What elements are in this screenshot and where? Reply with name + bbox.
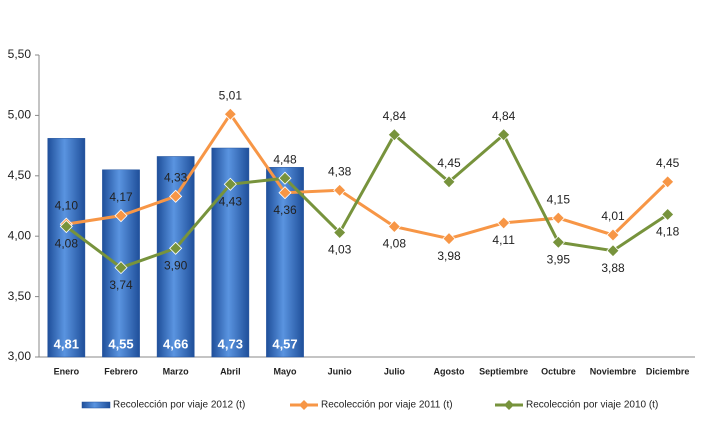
data-label: 3,74 [109,278,133,292]
line [65,132,669,270]
marker [606,228,620,242]
bar-label: 4,73 [218,336,243,351]
x-tick-label: Enero [54,366,80,376]
data-label: 4,10 [55,198,79,212]
marker [387,219,401,234]
marker [442,175,456,189]
x-tick-label: Julio [384,366,406,376]
y-tick-label: 5,00 [8,108,32,122]
x-tick-label: Junio [328,366,353,376]
bar [156,156,195,358]
data-label: 3,88 [601,261,625,275]
data-label: 4,01 [601,209,625,223]
data-label: 3,90 [164,258,188,272]
marker [551,211,565,225]
marker [278,186,292,200]
data-label: 5,01 [219,88,243,102]
data-label: 4,33 [164,171,188,185]
marker [497,128,511,142]
y-tick-label: 3,00 [8,349,32,363]
marker [169,189,183,203]
marker [333,183,347,197]
bar [47,138,86,358]
y-tick-label: 5,50 [8,47,32,61]
data-label: 4,11 [492,233,515,247]
marker [661,207,675,222]
data-label: 4,38 [328,164,352,178]
x-tick-label: Octubre [541,366,576,376]
data-label: 4,84 [492,109,516,123]
data-label: 4,15 [547,192,571,206]
bar-label: 4,66 [163,336,188,351]
line [66,111,669,241]
x-tick-label: Agosto [434,366,465,376]
marker [223,107,237,121]
y-tick-label: 4,50 [8,168,32,182]
data-label: 4,18 [656,225,680,239]
data-label: 4,03 [328,243,352,257]
bar-label: 4,81 [54,336,79,351]
data-label: 3,95 [547,252,571,266]
y-tick-label: 3,50 [8,289,32,303]
data-label: 4,45 [437,156,461,170]
legend-marker [299,400,309,410]
x-tick-label: Diciembre [646,366,690,376]
legend-label: Recolección por viaje 2012 (t) [113,400,245,411]
data-label: 4,08 [55,237,79,251]
x-tick-label: Mayo [273,366,297,376]
data-label: 4,45 [656,156,680,170]
data-label: 4,84 [383,109,407,123]
data-label: 4,43 [219,194,243,208]
bar [266,167,304,358]
data-label: 4,17 [109,190,133,204]
marker [551,235,565,249]
marker [169,241,183,255]
marker [59,219,73,234]
data-label: 4,08 [383,237,407,251]
marker [333,226,347,240]
marker [497,216,511,230]
legend-swatch [81,401,111,409]
bar-label: 4,57 [272,336,297,351]
marker [661,175,675,189]
marker [278,171,292,185]
x-tick-label: Noviembre [590,366,637,376]
marker [442,232,456,246]
data-label: 3,98 [437,249,461,263]
x-tick-label: Febrero [104,366,138,376]
legend-marker [504,400,514,410]
x-tick-label: Marzo [163,366,190,376]
x-tick-label: Abril [220,366,241,376]
legend-label: Recolección por viaje 2010 (t) [526,400,658,411]
marker [114,209,128,223]
marker [223,177,237,191]
bar-label: 4,55 [108,336,133,351]
data-label: 4,36 [273,203,297,217]
legend-label: Recolección por viaje 2011 (t) [321,400,453,411]
marker [606,244,620,258]
x-tick-label: Septiembre [479,366,528,376]
marker [387,128,401,142]
data-label: 4,48 [273,152,297,166]
y-tick-label: 4,00 [8,228,32,242]
marker [114,261,128,275]
